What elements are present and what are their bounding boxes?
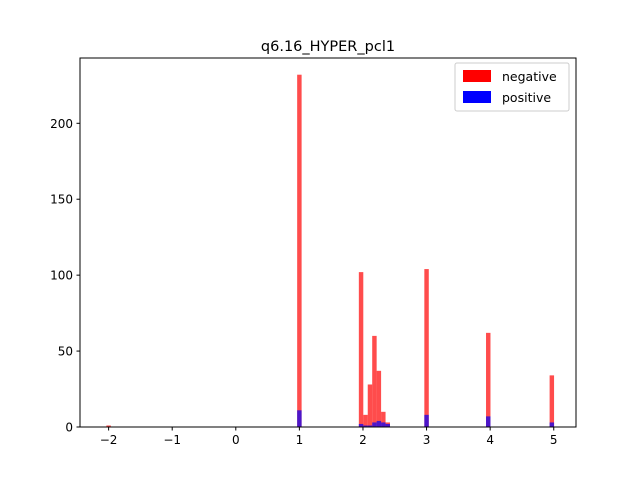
bar-negative-1 — [297, 74, 302, 427]
bar-negative-9 — [424, 269, 429, 427]
bar-negative-3 — [363, 414, 368, 427]
legend-label-negative: negative — [502, 69, 557, 84]
bar-positive-0 — [297, 410, 302, 427]
x-tick-label-3: 1 — [296, 433, 304, 447]
bar-negative-4 — [367, 384, 373, 427]
bar-negative-0 — [106, 425, 111, 427]
x-tick-label-5: 3 — [423, 433, 431, 447]
bar-positive-8 — [424, 414, 429, 427]
bar-negative-5 — [372, 335, 377, 427]
bar-negative-10 — [486, 332, 491, 427]
y-tick-label-0: 0 — [65, 421, 73, 435]
y-tick-label-1: 50 — [58, 345, 73, 359]
bar-positive-4 — [372, 422, 377, 427]
legend-swatch-negative — [463, 70, 491, 82]
x-tick-label-2: 0 — [232, 433, 240, 447]
bar-positive-10 — [549, 422, 555, 427]
bar-positive-5 — [376, 420, 382, 427]
x-tick-label-7: 5 — [550, 433, 558, 447]
x-axis: −2 −1 0 1 2 3 4 5 — [100, 427, 558, 447]
bar-negative-2 — [358, 272, 364, 427]
legend-swatch-positive — [463, 91, 491, 103]
y-tick-label-4: 200 — [50, 117, 73, 131]
y-tick-label-2: 100 — [50, 269, 73, 283]
x-tick-label-6: 4 — [486, 433, 494, 447]
bars-layer — [106, 74, 555, 427]
legend: negative positive — [454, 62, 570, 112]
bar-positive-9 — [486, 416, 491, 427]
bar-negative-6 — [376, 370, 382, 427]
bar-positive-6 — [381, 422, 386, 427]
bar-negative-7 — [381, 411, 386, 427]
y-axis: 0 50 100 150 200 — [50, 117, 80, 435]
bar-negative-11 — [549, 375, 555, 427]
chart-title: q6.16_HYPER_pcl1 — [261, 39, 395, 55]
y-tick-label-3: 150 — [50, 193, 73, 207]
x-tick-label-1: −1 — [163, 433, 181, 447]
bar-positive-7 — [385, 423, 390, 427]
plot-frame — [79, 57, 577, 428]
bar-positive-1 — [358, 423, 364, 427]
x-tick-label-0: −2 — [100, 433, 118, 447]
x-tick-label-4: 2 — [359, 433, 367, 447]
bar-positive-2 — [363, 425, 368, 427]
bar-positive-3 — [367, 425, 373, 427]
legend-label-positive: positive — [502, 90, 551, 105]
